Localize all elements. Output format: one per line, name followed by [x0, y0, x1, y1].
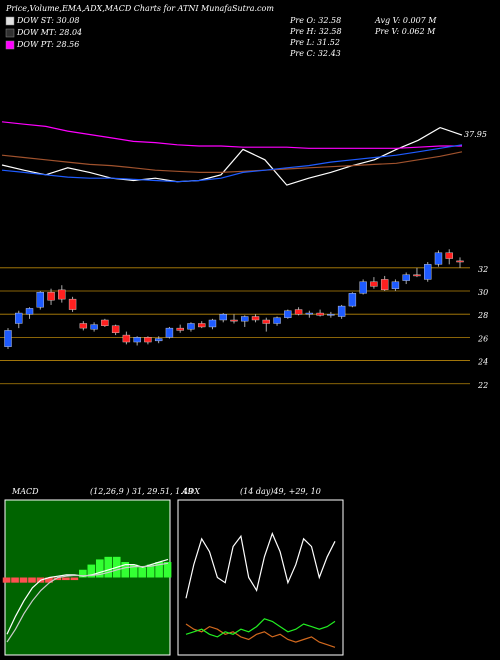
macd-params: (12,26,9 ) 31, 29.51, 1.49 [90, 487, 193, 496]
series-line [185, 531, 336, 599]
stat: Pre H: 32.58 [289, 27, 342, 36]
macd-histogram-bar [79, 569, 87, 578]
legend-swatch [5, 28, 15, 38]
legend-label: DOW ST: 30.08 [16, 16, 79, 25]
series-line [1, 151, 463, 173]
macd-histogram-bar [45, 577, 53, 583]
legend-label: DOW MT: 28.04 [16, 28, 82, 37]
series-line [185, 618, 336, 638]
y-tick-label: 32 [478, 265, 488, 274]
stat: Pre V: 0.062 M [374, 27, 436, 36]
series-line [6, 562, 169, 643]
candle-body [445, 252, 453, 259]
candle-body [348, 293, 357, 307]
adx-title: ADX [181, 487, 200, 496]
candle-body [316, 312, 324, 316]
macd-histogram-bar [53, 577, 62, 581]
series-line [1, 121, 462, 149]
candle-body [230, 319, 238, 322]
candle-body [434, 252, 443, 265]
candle-body [413, 274, 421, 277]
candle-body [198, 323, 206, 328]
candle-body [15, 312, 23, 324]
macd-histogram-bar [138, 567, 146, 578]
macd-histogram-bar [62, 577, 70, 581]
candle-body [144, 337, 152, 343]
candle-body [273, 317, 281, 324]
series-line [1, 126, 463, 186]
macd-histogram-bar [70, 577, 79, 581]
macd-histogram-bar [121, 562, 130, 578]
candle-body [90, 324, 98, 330]
macd-histogram-bar [87, 564, 96, 578]
candle-body [241, 316, 249, 322]
candle-body [208, 319, 217, 328]
candle-body [391, 281, 400, 289]
stat: Pre C: 32.43 [289, 49, 341, 58]
candle-body [122, 334, 131, 343]
candle-body [456, 260, 464, 263]
macd-histogram-bar [163, 562, 172, 578]
candle-body [219, 314, 227, 321]
candle-body [305, 312, 314, 315]
candle-body [251, 316, 260, 321]
macd-histogram-bar [95, 559, 104, 578]
price-label: 37.95 [464, 130, 487, 139]
macd-histogram-bar [146, 564, 155, 578]
candle-body [402, 274, 410, 281]
page-title: Price,Volume,EMA,ADX,MACD Charts for ATN… [5, 4, 274, 13]
candle-body [262, 319, 270, 324]
candle-body [79, 323, 88, 329]
stat: Pre O: 32.58 [289, 16, 341, 25]
candle-body [327, 314, 335, 316]
stat: Pre L: 31.52 [289, 38, 340, 47]
candle-body [380, 279, 389, 291]
y-tick-label: 30 [478, 288, 488, 297]
macd-histogram-bar [28, 577, 36, 583]
stat: Avg V: 0.007 M [374, 16, 437, 25]
y-tick-label: 24 [477, 358, 488, 367]
y-tick-label: 22 [477, 381, 488, 390]
candle-body [101, 319, 109, 326]
series-line [1, 144, 463, 183]
adx-params: (14 day)49, +29, 10 [240, 487, 321, 496]
y-tick-label: 26 [477, 334, 488, 343]
candle-body [424, 264, 432, 280]
legend-swatch [5, 16, 15, 26]
candle-body [176, 327, 184, 331]
legend-swatch [5, 40, 15, 50]
candle-body [25, 308, 34, 315]
macd-histogram-bar [155, 562, 163, 578]
macd-histogram-bar [104, 556, 113, 578]
macd-histogram-bar [129, 564, 138, 578]
candle-body [370, 281, 378, 287]
macd-histogram-bar [11, 577, 19, 583]
series-line [185, 623, 336, 648]
macd-histogram-bar [2, 577, 11, 583]
candle-body [133, 337, 141, 343]
candle-body [165, 327, 174, 338]
candle-body [58, 289, 66, 300]
candle-body [154, 338, 163, 342]
candle-body [68, 298, 77, 310]
candle-body [4, 330, 12, 347]
candle-body [187, 323, 195, 330]
candle-body [284, 310, 292, 318]
legend-label: DOW PT: 28.56 [16, 40, 79, 49]
candle-body [359, 281, 367, 294]
candle-body [111, 325, 120, 333]
candle-body [47, 291, 55, 301]
candle-body [36, 291, 44, 308]
macd-histogram-bar [19, 577, 28, 583]
candle-body [294, 309, 303, 315]
macd-title: MACD [11, 487, 39, 496]
y-tick-label: 28 [477, 311, 488, 320]
candle-body [337, 305, 346, 317]
